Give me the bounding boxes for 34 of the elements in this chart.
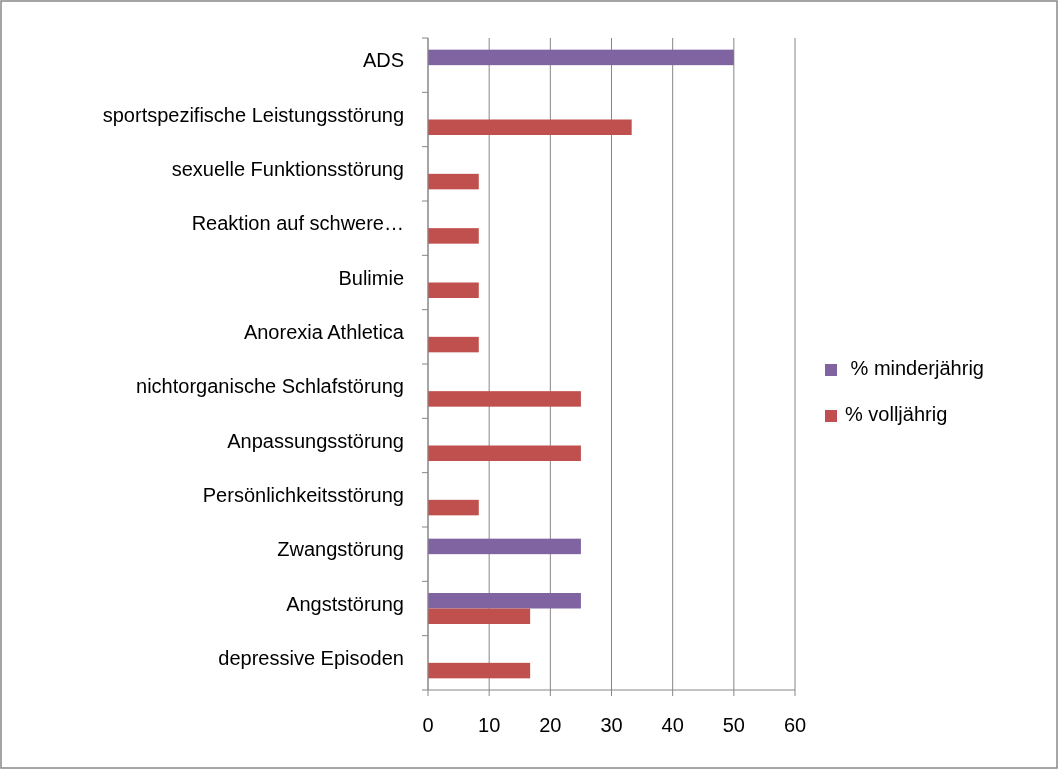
bar [428, 608, 531, 624]
x-tick-label: 30 [600, 714, 623, 736]
y-tick-label: Reaktion auf schwere… [191, 212, 404, 235]
bar [428, 282, 479, 298]
bar [428, 119, 632, 135]
y-tick-label: ADS [362, 49, 404, 72]
legend-label: % minderjährig [845, 357, 984, 380]
x-tick-label: 10 [478, 714, 501, 736]
y-tick-label: Anpassungsstörung [227, 429, 404, 452]
bar [428, 593, 581, 609]
bar [428, 228, 479, 244]
legend-label: % volljährig [845, 403, 948, 426]
bar [428, 49, 734, 66]
bar [428, 499, 479, 516]
bar [428, 391, 581, 407]
x-tick-label: 0 [422, 714, 434, 736]
bar [428, 336, 479, 353]
y-tick-label: Persönlichkeitsstörung [202, 484, 404, 507]
bar [428, 662, 531, 679]
y-tick-label: Angststörung [286, 592, 404, 615]
y-tick-label: Zwangstörung [277, 538, 404, 561]
x-tick-label: 20 [539, 714, 562, 736]
y-tick-label: sexuelle Funktionsstörung [171, 158, 404, 181]
bar [428, 445, 581, 461]
bar [428, 173, 479, 190]
y-tick-label: Anorexia Athletica [243, 321, 405, 344]
x-tick-label: 60 [783, 714, 807, 736]
y-tick-label: sportspezifische Leistungsstörung [102, 103, 404, 126]
bar [428, 538, 581, 555]
y-tick-label: nichtorganische Schlafstörung [136, 375, 404, 398]
y-tick-label: depressive Episoden [218, 647, 404, 670]
x-tick-label: 50 [722, 714, 745, 736]
y-tick-label: Bulimie [338, 266, 404, 289]
x-tick-label: 40 [661, 714, 684, 736]
